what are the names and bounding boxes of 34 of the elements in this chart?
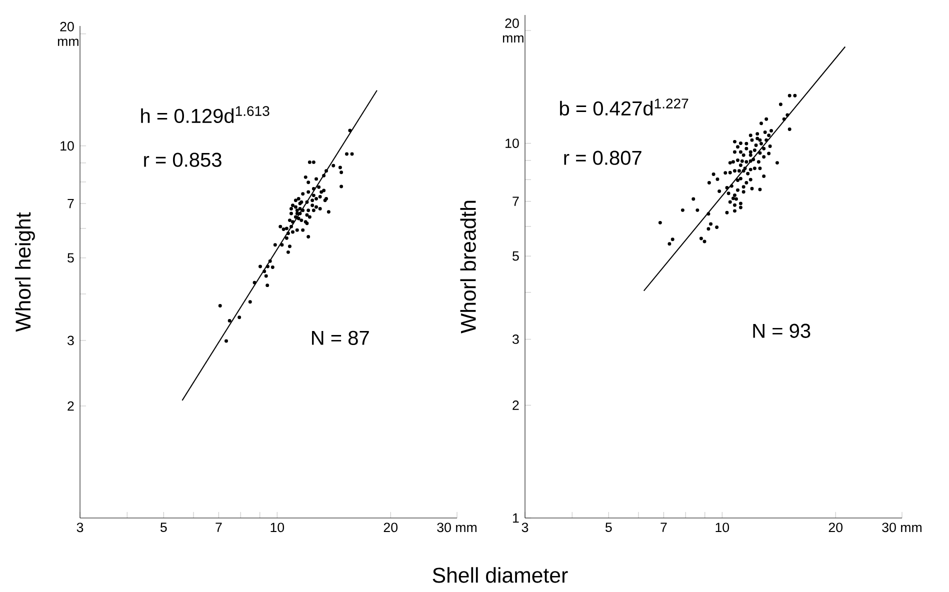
x-tick-label: 5: [605, 522, 612, 532]
y-tick-label: 2: [68, 401, 74, 411]
y-tick-label: 20 mm: [502, 18, 524, 42]
y-tick-label: 5: [512, 251, 519, 261]
y-tick-label: 7: [512, 196, 519, 206]
y-tick-label: 2: [512, 400, 519, 410]
x-tick-label: 3: [76, 522, 84, 532]
annotation: r = 0.807: [564, 150, 642, 165]
annotation: h = 0.129d$^{1.613}$: [141, 106, 270, 124]
x-tick-label: 10: [716, 522, 730, 532]
x-tick-label: 7: [660, 522, 667, 532]
x-tick-label: 30 mm: [437, 522, 476, 532]
x-tick-label: 3: [522, 522, 528, 532]
x-tick-label: 20: [828, 522, 843, 532]
x-tick-label: 20: [384, 522, 398, 532]
annotation: b = 0.427d$^{1.227}$: [560, 98, 688, 116]
x-tick-label: 30 mm: [882, 522, 922, 532]
x-tick-label: 7: [216, 522, 222, 532]
y-tick-label: 10: [60, 141, 74, 151]
y-tick-label: 5: [68, 253, 74, 263]
annotation: N = 87: [312, 330, 369, 345]
y-tick-label: 3: [68, 336, 74, 346]
x-tick-label: 10: [270, 522, 284, 532]
y-tick-label: 7: [68, 198, 74, 208]
annotation: N = 93: [753, 324, 810, 338]
y-axis-title: Whorl breadth: [460, 200, 476, 334]
x-axis-title: Shell diameter: [432, 567, 568, 583]
y-tick-label: 20 mm: [58, 22, 78, 46]
y-tick-label: 10: [506, 138, 519, 148]
annotation: r = 0.853: [144, 152, 222, 167]
y-tick-label: 1: [513, 513, 519, 523]
y-tick-label: 3: [512, 334, 519, 344]
y-axis-title: Whorl height: [15, 212, 35, 332]
x-tick-label: 5: [160, 522, 167, 532]
